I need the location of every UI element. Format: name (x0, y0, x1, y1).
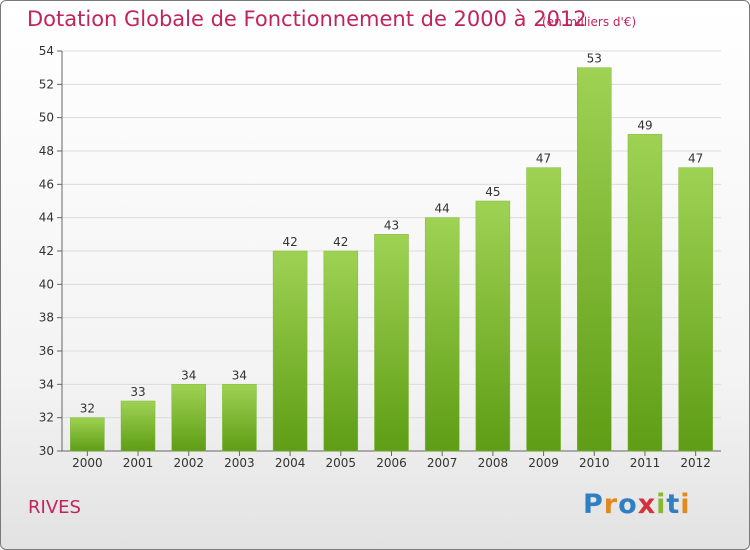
data-label: 45 (485, 185, 500, 199)
bar (374, 234, 409, 452)
y-tick-label: 38 (39, 311, 54, 325)
y-tick-label: 54 (39, 44, 54, 58)
commune-name: RIVES (28, 497, 81, 518)
proxiti-logo: Proxiti (583, 489, 691, 520)
x-tick-label: 2010 (579, 456, 610, 470)
y-tick-label: 34 (39, 377, 54, 391)
y-tick-label: 50 (39, 111, 54, 125)
data-label: 49 (637, 118, 652, 132)
y-tick-label: 36 (39, 344, 54, 358)
data-label: 53 (587, 52, 602, 66)
logo-letter: i (680, 489, 691, 520)
bar (526, 167, 561, 452)
data-label: 34 (181, 368, 196, 382)
logo-letter: x (637, 489, 657, 520)
y-tick-label: 42 (39, 244, 54, 258)
logo-letter: o (618, 489, 638, 520)
y-tick-label: 44 (39, 211, 54, 225)
x-tick-label: 2011 (630, 456, 661, 470)
bar (424, 217, 460, 452)
x-tick-label: 2003 (224, 456, 255, 470)
bar (577, 67, 612, 452)
y-tick-label: 46 (39, 177, 54, 191)
x-tick-label: 2008 (478, 456, 509, 470)
bar (323, 250, 359, 452)
bar (171, 384, 206, 452)
logo-letter: P (583, 489, 604, 520)
x-tick-label: 2005 (326, 456, 357, 470)
data-label: 47 (536, 152, 551, 166)
data-label: 42 (333, 235, 348, 249)
logo-letter: i (656, 489, 667, 520)
bar (272, 250, 308, 452)
y-tick-label: 40 (39, 277, 54, 291)
x-tick-label: 2004 (275, 456, 306, 470)
bar (222, 384, 257, 452)
chart-subtitle: (en milliers d'€) (542, 15, 637, 29)
bar (475, 200, 511, 452)
data-label: 42 (282, 235, 297, 249)
y-tick-label: 48 (39, 144, 54, 158)
x-tick-label: 2001 (123, 456, 154, 470)
y-tick-label: 52 (39, 77, 54, 91)
bar (678, 167, 713, 452)
bar (120, 400, 156, 452)
x-tick-label: 2000 (72, 456, 103, 470)
data-label: 34 (232, 368, 247, 382)
logo-letter: t (666, 489, 681, 520)
chart-title: Dotation Globale de Fonctionnement de 20… (27, 7, 587, 31)
data-label: 47 (688, 152, 703, 166)
x-tick-label: 2012 (680, 456, 711, 470)
x-tick-label: 2006 (376, 456, 407, 470)
logo-letter: r (603, 489, 619, 520)
data-label: 33 (130, 385, 145, 399)
data-label: 32 (80, 402, 95, 416)
data-label: 44 (435, 202, 450, 216)
x-tick-label: 2002 (173, 456, 204, 470)
x-tick-label: 2007 (427, 456, 458, 470)
data-label: 43 (384, 218, 399, 232)
bar (70, 417, 105, 452)
y-tick-label: 32 (39, 411, 54, 425)
y-tick-label: 30 (39, 444, 54, 458)
bar (627, 134, 663, 452)
x-tick-label: 2009 (528, 456, 559, 470)
